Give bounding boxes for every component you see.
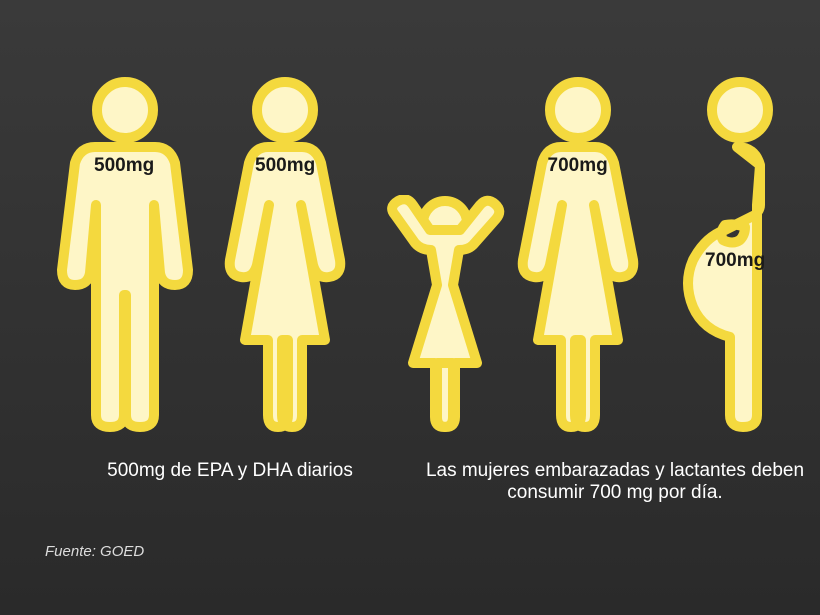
captions-row: 500mg de EPA y DHA diarios Las mujeres e… (0, 460, 820, 504)
figure-woman2: 700mg (513, 75, 643, 440)
caption-adults: 500mg de EPA y DHA diarios (30, 460, 430, 504)
group-adults: 500mg 500mg (50, 75, 350, 440)
figure-pregnant: 700mg (675, 75, 780, 440)
woman1-dose-label: 500mg (255, 155, 315, 177)
man-icon (50, 75, 200, 435)
figure-woman1: 500mg (220, 75, 350, 440)
pregnant-dose-label: 700mg (705, 250, 765, 272)
man-dose-label: 500mg (94, 155, 154, 177)
figure-man: 500mg (50, 75, 200, 440)
figure-child (383, 195, 508, 440)
woman2-dose-label: 700mg (548, 155, 608, 177)
mother-icon (513, 75, 643, 435)
woman-icon (220, 75, 350, 435)
source-text: Fuente: GOED (45, 543, 144, 560)
figures-row: 500mg 500mg (50, 60, 790, 440)
group-mother-child: 700mg (383, 75, 643, 440)
child-icon (383, 195, 508, 435)
caption-pregnant: Las mujeres embarazadas y lactantes debe… (425, 460, 805, 504)
